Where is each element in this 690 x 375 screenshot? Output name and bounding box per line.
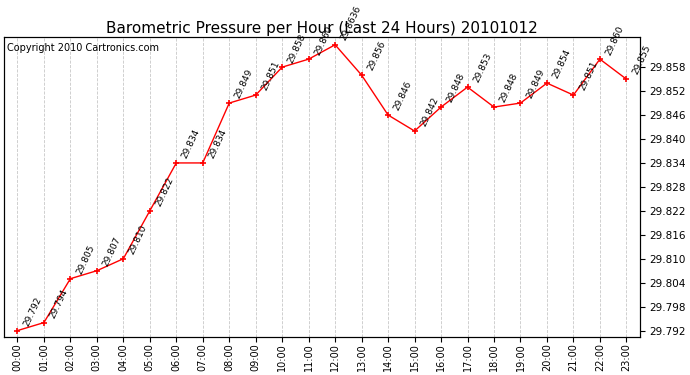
Text: 29.834: 29.834 [180,128,202,160]
Text: 29.856: 29.856 [366,40,387,72]
Text: 29.849: 29.849 [524,68,546,100]
Title: Barometric Pressure per Hour (Last 24 Hours) 20101012: Barometric Pressure per Hour (Last 24 Ho… [106,21,538,36]
Text: 29.860: 29.860 [604,24,626,56]
Text: 29.805: 29.805 [75,244,96,276]
Text: 29.8636: 29.8636 [339,4,363,42]
Text: 29.848: 29.848 [498,72,520,104]
Text: 29.792: 29.792 [21,296,43,328]
Text: 29.822: 29.822 [154,176,175,208]
Text: 29.846: 29.846 [392,80,414,112]
Text: 29.851: 29.851 [260,60,282,92]
Text: 29.807: 29.807 [101,236,122,268]
Text: 29.858: 29.858 [286,32,308,64]
Text: 29.851: 29.851 [578,60,599,92]
Text: 29.810: 29.810 [128,224,149,256]
Text: 29.848: 29.848 [445,72,466,104]
Text: 29.854: 29.854 [551,48,573,80]
Text: 29.794: 29.794 [48,288,70,320]
Text: 29.853: 29.853 [472,52,493,84]
Text: 29.855: 29.855 [631,44,652,76]
Text: 29.842: 29.842 [419,96,440,128]
Text: 29.860: 29.860 [313,24,334,56]
Text: Copyright 2010 Cartronics.com: Copyright 2010 Cartronics.com [8,43,159,53]
Text: 29.834: 29.834 [207,128,228,160]
Text: 29.849: 29.849 [233,68,255,100]
